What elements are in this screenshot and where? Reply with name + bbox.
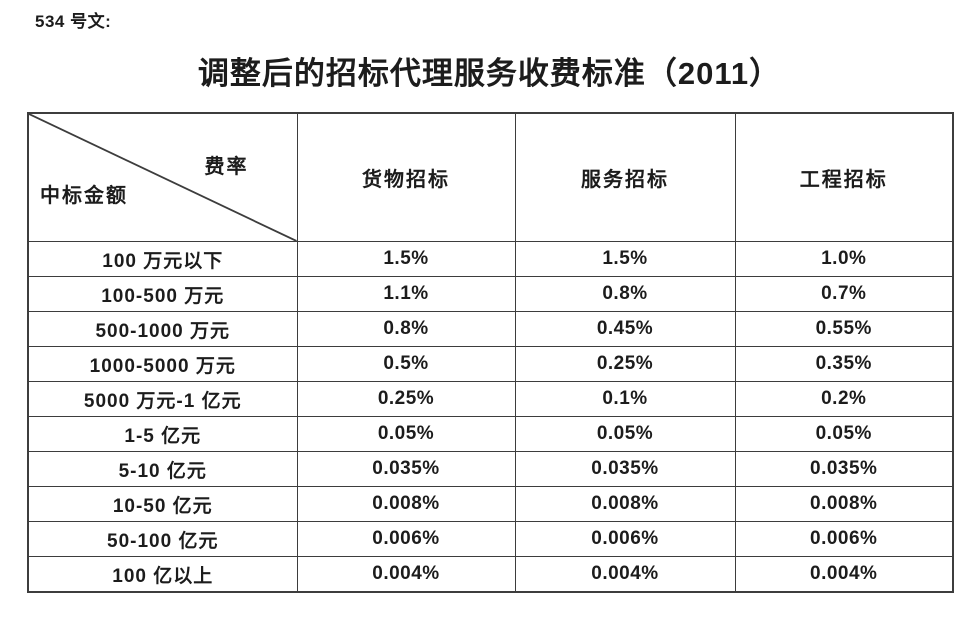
- column-header-engineering-tender: 工程招标: [734, 112, 954, 242]
- row-label-cell: 100 亿以上: [27, 556, 298, 593]
- table-row: 100 万元以下 1.5% 1.5% 1.0%: [27, 241, 954, 277]
- table-row: 500-1000 万元 0.8% 0.45% 0.55%: [27, 311, 954, 347]
- table-row: 1000-5000 万元 0.5% 0.25% 0.35%: [27, 346, 954, 382]
- table-row: 5000 万元-1 亿元 0.25% 0.1% 0.2%: [27, 381, 954, 417]
- fee-value-cell: 0.05%: [296, 416, 516, 452]
- page-title: 调整后的招标代理服务收费标准（2011）: [197, 56, 782, 91]
- fee-value-cell: 0.006%: [514, 521, 736, 557]
- column-header-service-tender: 服务招标: [514, 112, 736, 242]
- fee-value-cell: 1.0%: [734, 241, 954, 277]
- table-row: 10-50 亿元 0.008% 0.008% 0.008%: [27, 486, 954, 522]
- fee-value-cell: 1.5%: [514, 241, 736, 277]
- fee-value-cell: 0.8%: [514, 276, 736, 312]
- fee-value-cell: 0.004%: [296, 556, 516, 593]
- corner-label-fee-rate: 费率: [204, 156, 249, 178]
- fee-value-cell: 0.006%: [734, 521, 954, 557]
- row-label-cell: 1000-5000 万元: [27, 346, 298, 382]
- fee-value-cell: 0.008%: [514, 486, 736, 522]
- table-row: 1-5 亿元 0.05% 0.05% 0.05%: [27, 416, 954, 452]
- fee-value-cell: 0.05%: [734, 416, 954, 452]
- fee-value-cell: 0.8%: [296, 311, 516, 347]
- row-label-cell: 50-100 亿元: [27, 521, 298, 557]
- fee-value-cell: 0.004%: [734, 556, 954, 593]
- fee-value-cell: 0.7%: [734, 276, 954, 312]
- row-label-cell: 1-5 亿元: [27, 416, 298, 452]
- row-label-cell: 100 万元以下: [27, 241, 298, 277]
- table-row: 100-500 万元 1.1% 0.8% 0.7%: [27, 276, 954, 312]
- fee-value-cell: 0.008%: [734, 486, 954, 522]
- fee-value-cell: 1.5%: [296, 241, 516, 277]
- fee-value-cell: 0.004%: [514, 556, 736, 593]
- fee-value-cell: 0.1%: [514, 381, 736, 417]
- diagonal-divider-line: [29, 114, 297, 241]
- fee-value-cell: 0.05%: [514, 416, 736, 452]
- row-label-cell: 500-1000 万元: [27, 311, 298, 347]
- column-header-goods-tender: 货物招标: [296, 112, 516, 242]
- fee-value-cell: 0.25%: [514, 346, 736, 382]
- fee-value-cell: 0.45%: [514, 311, 736, 347]
- table-row: 50-100 亿元 0.006% 0.006% 0.006%: [27, 521, 954, 557]
- fee-value-cell: 0.25%: [296, 381, 516, 417]
- fee-value-cell: 0.35%: [734, 346, 954, 382]
- fee-value-cell: 0.2%: [734, 381, 954, 417]
- fee-value-cell: 0.035%: [514, 451, 736, 487]
- table-row: 5-10 亿元 0.035% 0.035% 0.035%: [27, 451, 954, 487]
- row-label-cell: 5-10 亿元: [27, 451, 298, 487]
- corner-header-cell: 费率 中标金额: [27, 112, 298, 242]
- fee-value-cell: 0.006%: [296, 521, 516, 557]
- row-label-cell: 5000 万元-1 亿元: [27, 381, 298, 417]
- table-header-row: 费率 中标金额 货物招标 服务招标 工程招标: [27, 112, 954, 242]
- fee-value-cell: 0.035%: [734, 451, 954, 487]
- fee-value-cell: 1.1%: [296, 276, 516, 312]
- fee-rate-table: 费率 中标金额 货物招标 服务招标 工程招标 100 万元以下 1.5% 1.5% 1…: [27, 112, 954, 593]
- fee-value-cell: 0.035%: [296, 451, 516, 487]
- table-row: 100 亿以上 0.004% 0.004% 0.004%: [27, 556, 954, 593]
- doc-number-label: 534 号文:: [35, 12, 112, 31]
- fee-value-cell: 0.008%: [296, 486, 516, 522]
- row-label-cell: 100-500 万元: [27, 276, 298, 312]
- corner-label-bid-amount: 中标金额: [40, 185, 128, 207]
- fee-value-cell: 0.5%: [296, 346, 516, 382]
- row-label-cell: 10-50 亿元: [27, 486, 298, 522]
- fee-value-cell: 0.55%: [734, 311, 954, 347]
